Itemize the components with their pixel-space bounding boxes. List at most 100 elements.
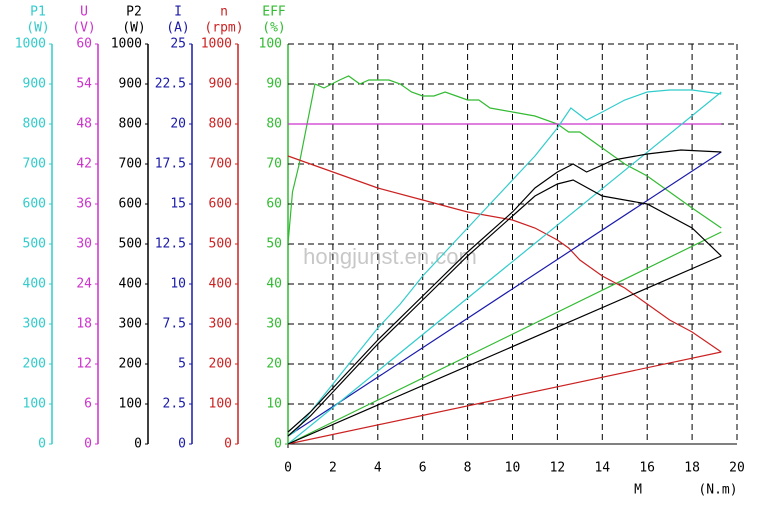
y-tick-label: 18 [76, 317, 92, 332]
y-tick-label: 300 [119, 317, 142, 332]
y-tick-label: 1000 [15, 37, 46, 52]
y-tick-label: 700 [209, 157, 232, 172]
series-line [287, 351, 722, 445]
x-tick-label: 20 [729, 461, 745, 476]
y-tick-label: 800 [119, 117, 142, 132]
series-line [287, 89, 722, 437]
y-tick-label: 17.5 [155, 157, 186, 172]
x-tick-label: 14 [594, 461, 610, 476]
y-tick-label: 6 [84, 397, 92, 412]
y-tick-label: 600 [23, 197, 46, 212]
y-tick-label: 0 [38, 437, 46, 452]
y-tick-label: 10 [266, 397, 282, 412]
y-tick-label: 200 [209, 357, 232, 372]
y-tick-label: 500 [23, 237, 46, 252]
y-axis-label: P2 [126, 5, 142, 20]
y-tick-label: 100 [119, 397, 142, 412]
y-axis-unit: (rpm) [204, 21, 243, 36]
y-tick-label: 5 [178, 357, 186, 372]
y-tick-label: 200 [23, 357, 46, 372]
y-tick-label: 1000 [201, 37, 232, 52]
y-tick-label: 36 [76, 197, 92, 212]
series-line [287, 151, 722, 437]
x-tick-label: 6 [419, 461, 427, 476]
y-tick-label: 80 [266, 117, 282, 132]
y-tick-label: 42 [76, 157, 92, 172]
x-tick-label: 0 [284, 461, 292, 476]
y-tick-label: 60 [76, 37, 92, 52]
y-tick-label: 40 [266, 277, 282, 292]
y-tick-label: 500 [209, 237, 232, 252]
x-tick-label: 4 [374, 461, 382, 476]
x-tick-label: 18 [684, 461, 700, 476]
y-tick-label: 900 [119, 77, 142, 92]
y-tick-label: 12.5 [155, 237, 186, 252]
y-tick-label: 400 [209, 277, 232, 292]
y-axis-unit: (V) [72, 21, 95, 36]
series-line [287, 179, 722, 437]
y-tick-label: 20 [170, 117, 186, 132]
y-tick-label: 70 [266, 157, 282, 172]
y-tick-label: 10 [170, 277, 186, 292]
x-axis-label: M [634, 483, 642, 498]
y-tick-label: 48 [76, 117, 92, 132]
y-axis-label: P1 [30, 5, 46, 20]
y-tick-label: 7.5 [163, 317, 186, 332]
series-line [287, 255, 722, 445]
y-axis-label: I [174, 5, 182, 20]
y-axis-unit: (%) [262, 21, 285, 36]
x-tick-label: 10 [505, 461, 521, 476]
y-tick-label: 54 [76, 77, 92, 92]
y-tick-label: 700 [23, 157, 46, 172]
y-tick-label: 24 [76, 277, 92, 292]
y-tick-label: 900 [23, 77, 46, 92]
y-axis-unit: (W) [122, 21, 145, 36]
x-tick-label: 16 [639, 461, 655, 476]
y-tick-label: 30 [266, 317, 282, 332]
y-tick-label: 1000 [111, 37, 142, 52]
series-line [287, 75, 722, 245]
y-tick-label: 500 [119, 237, 142, 252]
y-tick-label: 60 [266, 197, 282, 212]
y-tick-label: 600 [209, 197, 232, 212]
y-tick-label: 20 [266, 357, 282, 372]
watermark: hongjunst.en.com [303, 244, 477, 269]
y-tick-label: 100 [259, 37, 282, 52]
x-tick-label: 8 [464, 461, 472, 476]
x-tick-label: 2 [329, 461, 337, 476]
y-tick-label: 100 [209, 397, 232, 412]
y-tick-label: 30 [76, 237, 92, 252]
y-tick-label: 700 [119, 157, 142, 172]
y-tick-label: 0 [224, 437, 232, 452]
y-tick-label: 25 [170, 37, 186, 52]
y-tick-label: 12 [76, 357, 92, 372]
y-axis-label: n [220, 5, 228, 20]
y-tick-label: 15 [170, 197, 186, 212]
y-axis-unit: (W) [26, 21, 49, 36]
y-tick-label: 600 [119, 197, 142, 212]
y-tick-label: 400 [23, 277, 46, 292]
series-line [287, 231, 722, 445]
y-tick-label: 0 [274, 437, 282, 452]
y-tick-label: 800 [23, 117, 46, 132]
y-axis-unit: (A) [166, 21, 189, 36]
y-tick-label: 22.5 [155, 77, 186, 92]
y-tick-label: 300 [23, 317, 46, 332]
y-tick-label: 2.5 [163, 397, 186, 412]
y-tick-label: 900 [209, 77, 232, 92]
y-tick-label: 50 [266, 237, 282, 252]
y-tick-label: 90 [266, 77, 282, 92]
series-line [287, 149, 722, 433]
y-axis-label: U [80, 5, 88, 20]
x-tick-label: 12 [550, 461, 566, 476]
y-tick-label: 200 [119, 357, 142, 372]
y-axis-label: EFF [262, 5, 286, 20]
y-tick-label: 0 [178, 437, 186, 452]
y-tick-label: 800 [209, 117, 232, 132]
series-line [287, 91, 722, 445]
y-tick-label: 300 [209, 317, 232, 332]
y-tick-label: 400 [119, 277, 142, 292]
y-tick-label: 0 [84, 437, 92, 452]
y-tick-label: 100 [23, 397, 46, 412]
